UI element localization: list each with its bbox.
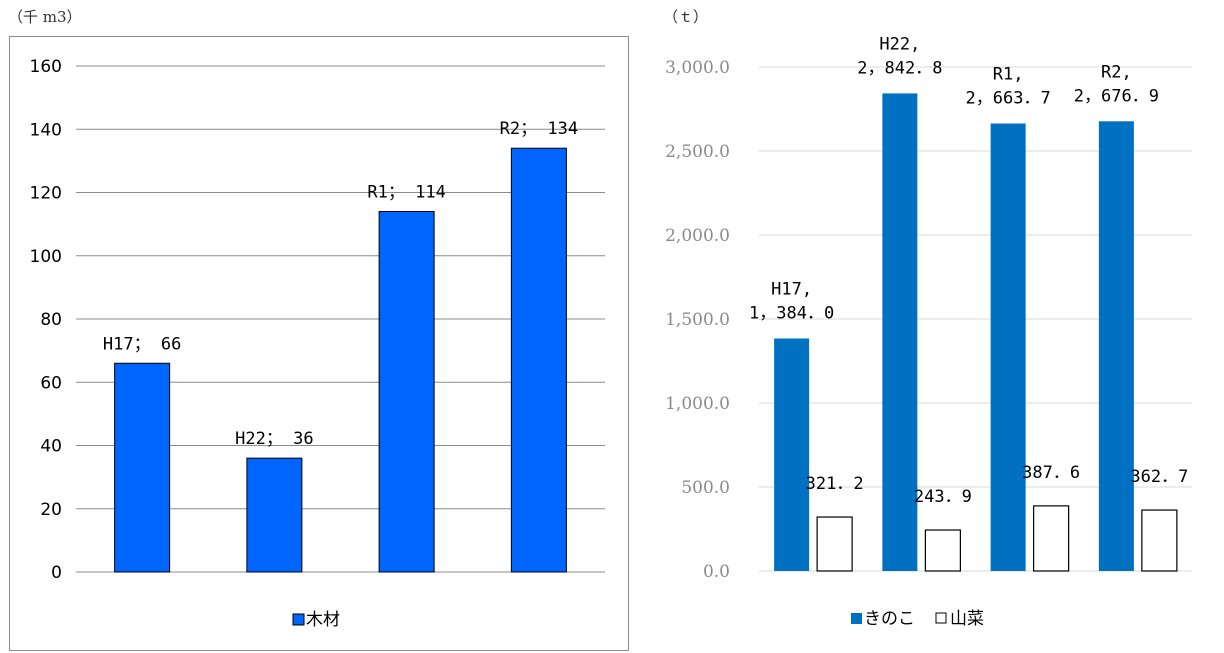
y-tick-label: 20 (40, 500, 62, 520)
bar-R2 (510, 147, 567, 573)
data-label: 362．7 (1130, 467, 1188, 487)
y-tick-label: 0 (51, 563, 62, 583)
left-unit-label: （千 m3） (8, 8, 82, 26)
data-label: 387．6 (1022, 463, 1080, 483)
bar-kinoko-R1 (990, 123, 1026, 571)
y-tick-label: 140 (30, 120, 62, 140)
data-label: 2，663．7 (966, 88, 1051, 108)
legend-swatch (935, 612, 947, 624)
data-label: 1，384．0 (749, 303, 834, 323)
bar-sansai-R1 (1033, 505, 1070, 572)
bar-sansai-H17 (816, 516, 853, 572)
legend-label: きのこ (864, 609, 915, 629)
mushroom-chart-svg: 0.0 500.0 1,000.0 1,500.0 2,000.0 2,500.0 3,00… (665, 36, 1192, 629)
data-label: H22； 36 (235, 429, 313, 449)
data-label: 2，842．8 (857, 58, 942, 78)
bar-kinoko-R2 (1098, 121, 1134, 572)
bar-R1 (378, 210, 435, 573)
wood-chart-panel: 0 20 40 60 80 100 120 140 160 H17； 66 H22； 36 R1； 1… (9, 36, 629, 651)
data-label: 321．2 (806, 474, 864, 494)
legend-label: 山菜 (950, 609, 984, 629)
y-tick-label: 120 (30, 184, 62, 204)
bar-H22 (246, 457, 303, 573)
legend-swatch (292, 613, 305, 626)
data-label: H17, (771, 279, 812, 299)
legend-label: 木材 (306, 610, 340, 630)
bar-H17 (114, 362, 171, 573)
y-tick-label: 40 (40, 437, 62, 457)
y-tick-label: 100 (30, 247, 62, 267)
data-label: R1； 114 (367, 182, 445, 202)
y-tick-label: 3,000.0 (665, 58, 730, 78)
data-label: H17； 66 (103, 334, 181, 354)
y-tick-label: 60 (40, 373, 62, 393)
data-label: 243．9 (914, 487, 972, 507)
data-label: 2，676．9 (1074, 86, 1159, 106)
bar-kinoko-H22 (882, 93, 918, 571)
data-label: R1, (993, 64, 1024, 84)
wood-chart-svg: 0 20 40 60 80 100 120 140 160 H17； 66 H22； 36 R1； 1… (30, 57, 605, 630)
bar-sansai-H22 (924, 529, 961, 572)
y-tick-label: 1,500.0 (665, 310, 730, 330)
right-unit-label: （ｔ） (663, 8, 709, 26)
bar-kinoko-H17 (774, 338, 810, 571)
data-label: H22, (879, 36, 920, 54)
legend-swatch (851, 613, 862, 624)
y-tick-label: 1,000.0 (665, 394, 730, 414)
y-tick-label: 0.0 (703, 562, 730, 582)
y-tick-label: 160 (30, 57, 62, 77)
bar-sansai-R2 (1141, 509, 1178, 572)
y-tick-label: 2,000.0 (665, 226, 730, 246)
mushroom-chart-panel: 0.0 500.0 1,000.0 1,500.0 2,000.0 2,500.0 3,00… (632, 36, 1222, 651)
y-tick-label: 2,500.0 (665, 142, 730, 162)
y-tick-label: 80 (40, 310, 62, 330)
data-label: R2, (1101, 62, 1132, 82)
y-tick-label: 500.0 (681, 478, 730, 498)
data-label: R2； 134 (500, 119, 578, 139)
